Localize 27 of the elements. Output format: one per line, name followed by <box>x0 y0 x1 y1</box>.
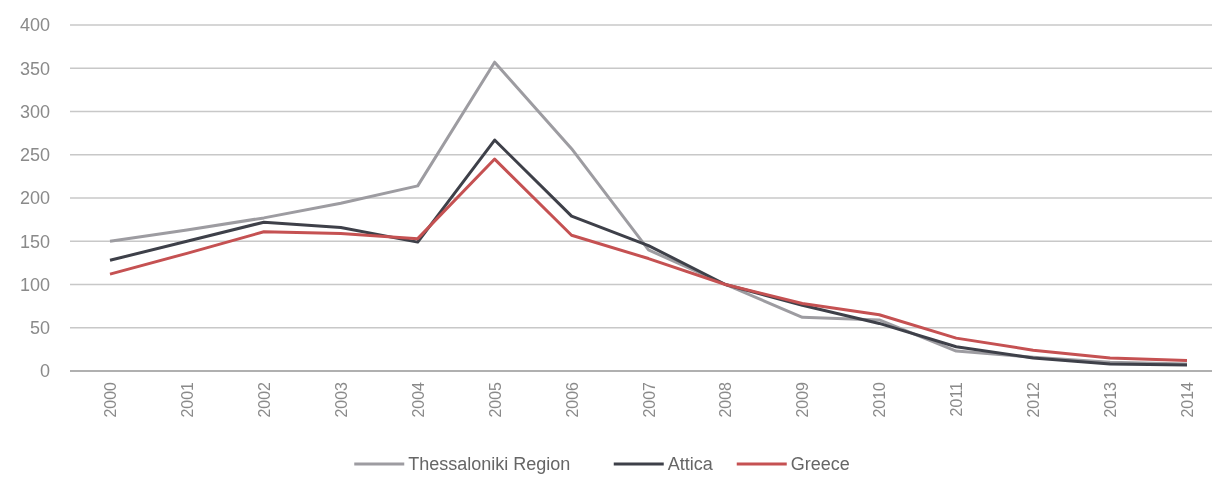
legend-label: Attica <box>667 454 714 474</box>
y-tick-label: 150 <box>19 231 50 252</box>
y-tick-label: 300 <box>19 101 50 122</box>
x-tick-label: 2012 <box>1025 381 1043 418</box>
x-tick-label: 2005 <box>486 381 504 418</box>
y-tick-label: 400 <box>19 15 50 36</box>
y-tick-label: 100 <box>19 274 50 295</box>
x-tick-label: 2013 <box>1102 381 1120 418</box>
y-tick-label: 250 <box>19 145 50 166</box>
y-tick-label: 350 <box>19 58 50 79</box>
x-tick-label: 2004 <box>409 381 427 418</box>
x-tick-label: 2010 <box>871 381 889 418</box>
y-tick-label: 200 <box>19 188 50 209</box>
x-tick-label: 2008 <box>717 381 735 418</box>
y-tick-label: 50 <box>29 318 50 339</box>
x-tick-label: 2000 <box>102 381 119 418</box>
x-tick-label: 2003 <box>332 381 350 418</box>
x-tick-label: 2014 <box>1179 381 1196 418</box>
legend-label: Thessaloniki Region <box>408 454 571 474</box>
legend-label: Greece <box>790 454 850 474</box>
x-tick-label: 2009 <box>794 381 812 418</box>
x-tick-label: 2006 <box>563 381 581 418</box>
x-tick-label: 2011 <box>948 381 966 417</box>
x-tick-label: 2002 <box>255 381 273 418</box>
x-tick-label: 2007 <box>640 381 658 418</box>
x-tick-label: 2001 <box>178 381 196 418</box>
y-tick-label: 0 <box>39 361 50 382</box>
